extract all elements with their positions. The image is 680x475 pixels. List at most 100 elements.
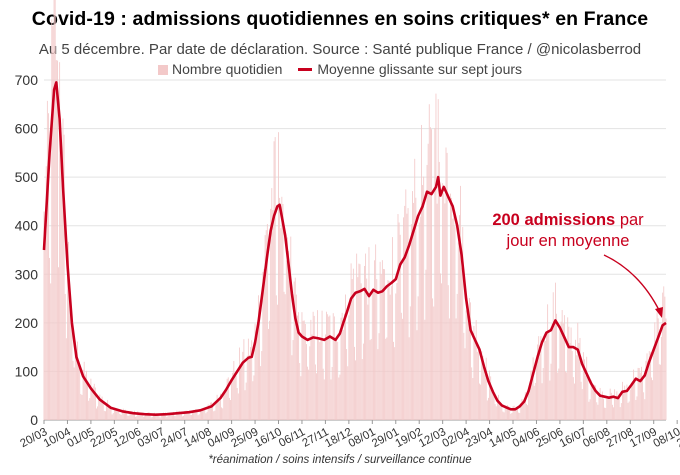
daily-bar	[433, 306, 435, 420]
daily-bar	[125, 409, 126, 420]
daily-bar	[453, 213, 455, 420]
daily-bar	[495, 406, 497, 420]
daily-bar	[292, 340, 294, 420]
daily-bar	[531, 370, 533, 420]
daily-bar	[452, 218, 454, 420]
daily-bar	[250, 347, 252, 420]
daily-bar	[44, 221, 46, 420]
daily-bar	[254, 323, 256, 420]
daily-bar	[579, 337, 581, 420]
daily-bar	[494, 404, 496, 420]
daily-bar	[522, 400, 524, 420]
daily-bar	[460, 185, 461, 420]
daily-bar	[397, 214, 399, 420]
daily-bar	[304, 323, 306, 420]
daily-bar	[360, 283, 362, 420]
daily-bar	[580, 381, 582, 420]
daily-bar	[79, 367, 81, 420]
daily-bar	[359, 264, 361, 420]
daily-bar	[625, 391, 627, 420]
daily-bar	[280, 228, 282, 420]
daily-bar	[568, 326, 570, 420]
daily-bar	[263, 269, 265, 420]
daily-bar	[89, 398, 91, 420]
daily-bar	[348, 315, 350, 420]
daily-bar	[251, 340, 253, 420]
daily-bar	[472, 378, 474, 420]
daily-bar	[167, 416, 169, 420]
y-tick-label: 500	[15, 169, 39, 185]
daily-bar	[150, 417, 152, 420]
daily-bar	[351, 279, 353, 420]
daily-bar	[98, 399, 100, 420]
daily-bar	[92, 386, 94, 420]
daily-bar	[184, 410, 186, 420]
daily-bar	[186, 410, 188, 420]
daily-bar	[236, 387, 238, 420]
daily-bar	[188, 410, 190, 420]
daily-bar	[560, 321, 562, 420]
legend-item-daily: Nombre quotidien	[157, 61, 282, 77]
daily-bar	[388, 281, 390, 420]
legend-swatch-line	[298, 68, 313, 71]
daily-bar	[213, 411, 215, 420]
daily-bar	[58, 267, 59, 420]
daily-bar	[576, 355, 578, 420]
daily-bar	[160, 414, 162, 420]
daily-bar	[644, 399, 646, 420]
daily-bar	[402, 318, 403, 420]
daily-bar	[386, 337, 388, 420]
daily-bar	[123, 409, 125, 420]
daily-bar	[512, 406, 514, 420]
daily-bar	[336, 340, 337, 420]
daily-bar	[327, 314, 329, 420]
daily-bar	[616, 391, 618, 420]
daily-bar	[597, 404, 599, 420]
daily-bar	[311, 334, 313, 420]
annotation-rest1: par	[615, 211, 644, 229]
daily-bar	[246, 355, 248, 420]
daily-bar	[245, 382, 247, 420]
daily-bar	[438, 161, 440, 420]
daily-bar	[266, 224, 268, 420]
daily-bar	[88, 400, 90, 420]
daily-bar	[72, 360, 74, 420]
daily-bar	[93, 383, 95, 420]
daily-bar	[462, 227, 464, 420]
daily-bar	[653, 349, 655, 420]
daily-bar	[561, 310, 563, 420]
daily-bar	[172, 413, 173, 420]
daily-bar	[82, 369, 84, 420]
daily-bar	[121, 409, 123, 420]
daily-bar	[624, 385, 626, 420]
daily-bar	[165, 412, 167, 420]
daily-bar	[488, 397, 489, 420]
daily-bar	[287, 237, 288, 420]
daily-bar	[177, 411, 179, 420]
daily-bar	[146, 414, 148, 420]
daily-bar	[106, 402, 107, 420]
daily-bar	[96, 408, 97, 420]
daily-bar	[222, 408, 224, 420]
chart-subtitle: Au 5 décembre. Par date de déclaration. …	[38, 41, 642, 58]
daily-bar	[617, 395, 619, 420]
daily-bar	[43, 211, 45, 420]
daily-bar	[659, 364, 661, 420]
daily-bar	[49, 257, 51, 420]
daily-bar	[632, 381, 633, 420]
daily-bar	[611, 404, 613, 420]
daily-bar	[170, 414, 172, 420]
daily-bar	[537, 344, 538, 420]
daily-bar	[303, 320, 305, 420]
daily-bar	[69, 283, 71, 420]
daily-bar	[447, 285, 449, 420]
daily-bar	[503, 412, 505, 420]
daily-bar	[107, 399, 109, 420]
daily-bar	[59, 62, 61, 421]
daily-bar	[111, 414, 113, 420]
daily-bar	[203, 408, 205, 420]
daily-bar	[575, 339, 576, 420]
daily-bar	[56, 60, 58, 420]
daily-bar	[664, 296, 666, 420]
